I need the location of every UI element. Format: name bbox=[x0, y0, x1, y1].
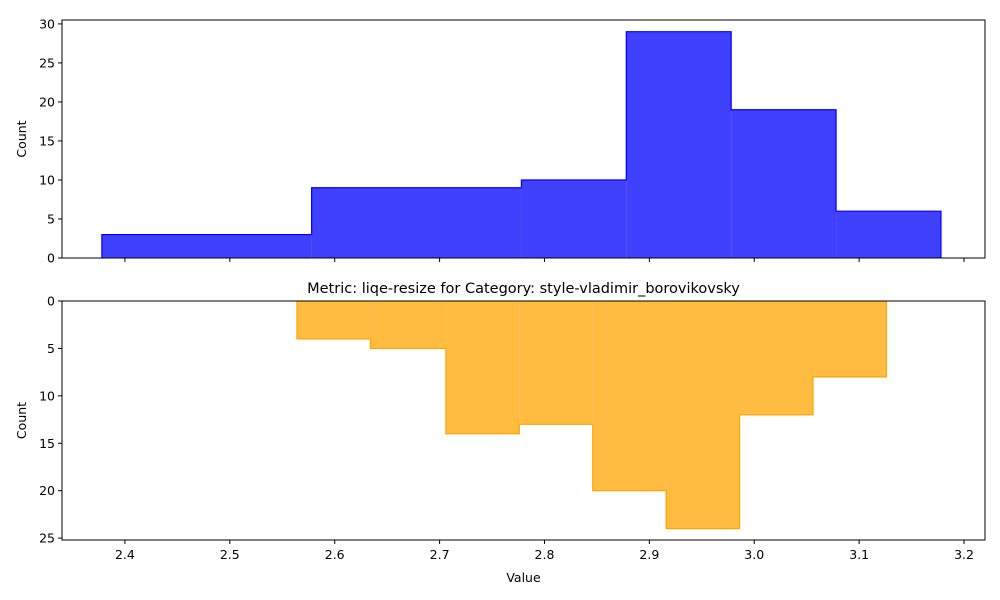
y-tick-label: 20 bbox=[39, 94, 55, 109]
y-tick-label: 10 bbox=[39, 172, 55, 187]
y-tick-label: 15 bbox=[39, 133, 55, 148]
top-histogram-panel: 0 5 10 15 20 25 30 Count bbox=[14, 16, 986, 266]
histogram-bar bbox=[592, 301, 667, 491]
histogram-bar bbox=[812, 301, 887, 377]
histogram-bar bbox=[311, 187, 522, 258]
x-tick-label: 2.5 bbox=[220, 547, 240, 562]
histogram-bar bbox=[626, 31, 732, 259]
histogram-bar bbox=[731, 109, 837, 259]
x-tick-label: 2.8 bbox=[535, 547, 555, 562]
histogram-bar bbox=[445, 301, 520, 434]
histogram-bar bbox=[836, 211, 941, 258]
chart-title: Metric: liqe-resize for Category: style-… bbox=[307, 281, 740, 297]
x-tick-label: 3.0 bbox=[744, 547, 764, 562]
y-tick-label: 0 bbox=[47, 294, 55, 309]
histogram-step-outline bbox=[101, 31, 942, 258]
x-tick-label: 2.6 bbox=[325, 547, 345, 562]
y-tick-label: 5 bbox=[47, 341, 55, 356]
y-tick-label: 25 bbox=[39, 55, 55, 70]
axes-frame bbox=[61, 300, 986, 541]
y-tick-label: 20 bbox=[39, 483, 55, 498]
y-tick-label: 30 bbox=[39, 16, 55, 31]
y-tick-label: 25 bbox=[39, 531, 55, 546]
x-tick-label: 2.4 bbox=[115, 547, 135, 562]
y-axis-label: Count bbox=[14, 120, 29, 157]
histogram-bar bbox=[666, 301, 740, 529]
histogram-bar bbox=[739, 301, 813, 415]
histogram-bar bbox=[521, 179, 627, 258]
y-tick-label: 15 bbox=[39, 436, 55, 451]
x-tick-label: 3.2 bbox=[954, 547, 974, 562]
histogram-bar bbox=[101, 234, 312, 258]
y-axis-label: Count bbox=[14, 402, 29, 439]
y-tick-label: 10 bbox=[39, 388, 55, 403]
histogram-bar bbox=[519, 301, 593, 425]
histogram-step-outline bbox=[296, 301, 888, 530]
x-tick-label: 2.7 bbox=[430, 547, 450, 562]
y-tick-label: 5 bbox=[47, 211, 55, 226]
histogram-bar bbox=[296, 301, 371, 339]
axes-frame bbox=[61, 19, 986, 259]
x-tick-label: 3.1 bbox=[849, 547, 869, 562]
histogram-bar bbox=[370, 301, 446, 349]
x-tick-label: 2.9 bbox=[639, 547, 659, 562]
bottom-histogram-panel: 0 5 10 15 20 25 2.4 2.5 2.6 2.7 2.8 2.9 3.0 3.1 3.2 Cou… bbox=[14, 281, 986, 585]
x-axis-label: Value bbox=[506, 570, 541, 585]
y-tick-label: 0 bbox=[47, 251, 55, 266]
